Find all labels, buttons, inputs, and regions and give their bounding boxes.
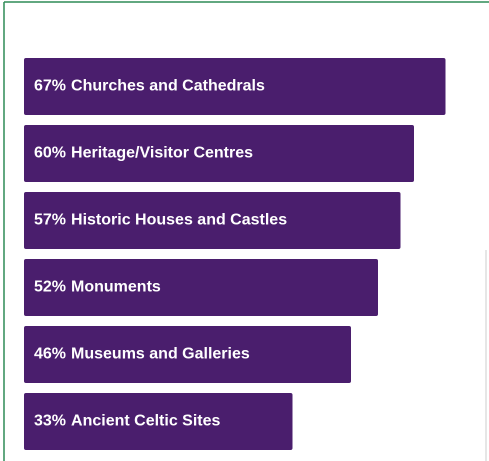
value-label: 67% bbox=[34, 78, 66, 95]
bar-label: 52% Monuments bbox=[34, 279, 161, 296]
category-label: Historic Houses and Castles bbox=[71, 212, 287, 229]
category-label: Ancient Celtic Sites bbox=[71, 413, 220, 430]
bar bbox=[24, 192, 401, 249]
bar-label: 46% Museums and Galleries bbox=[34, 346, 250, 363]
bar-label: 67% Churches and Cathedrals bbox=[34, 78, 265, 95]
category-label: Monuments bbox=[71, 279, 161, 296]
value-label: 60% bbox=[34, 145, 66, 162]
value-label: 57% bbox=[34, 212, 66, 229]
value-label: 33% bbox=[34, 413, 66, 430]
category-label: Heritage/Visitor Centres bbox=[71, 145, 253, 162]
bar bbox=[24, 259, 378, 316]
category-label: Churches and Cathedrals bbox=[71, 78, 265, 95]
bar-label: 57% Historic Houses and Castles bbox=[34, 212, 287, 229]
bar bbox=[24, 326, 351, 383]
bar bbox=[24, 58, 446, 115]
category-label: Museums and Galleries bbox=[71, 346, 250, 363]
value-label: 52% bbox=[34, 279, 66, 296]
value-label: 46% bbox=[34, 346, 66, 363]
bar-label: 33% Ancient Celtic Sites bbox=[34, 413, 221, 430]
bar bbox=[24, 393, 293, 450]
bar-label: 60% Heritage/Visitor Centres bbox=[34, 145, 253, 162]
bar bbox=[24, 125, 414, 182]
